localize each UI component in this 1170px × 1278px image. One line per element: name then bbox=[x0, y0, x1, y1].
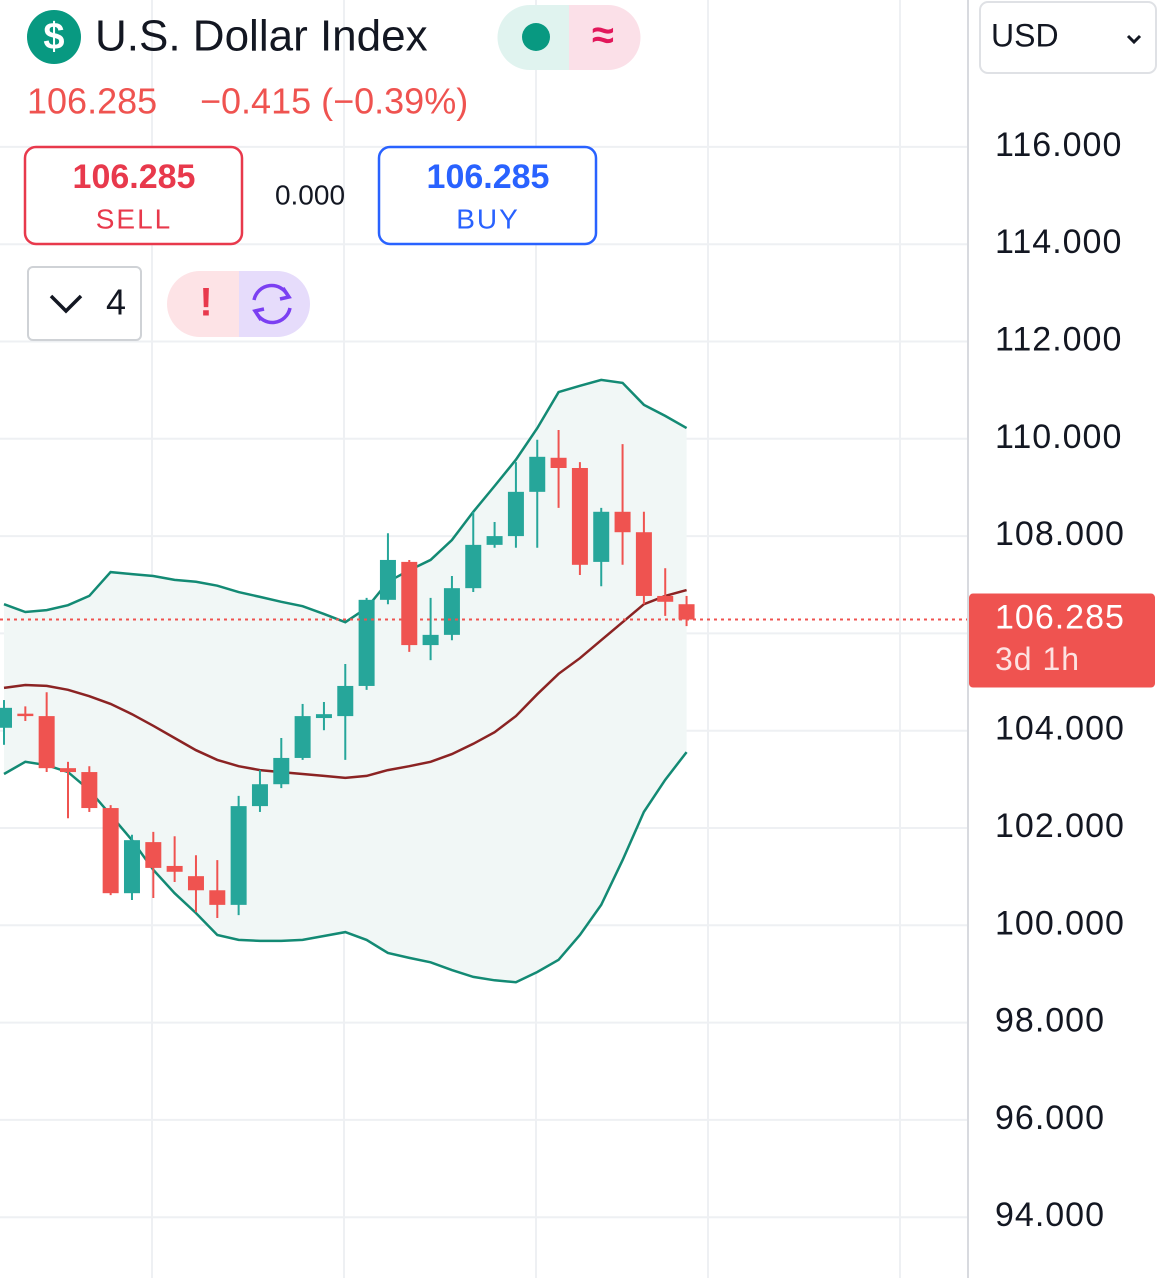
y-tick-label: 116.000 bbox=[995, 126, 1122, 164]
candle-body bbox=[230, 806, 247, 905]
candle-body bbox=[401, 561, 418, 646]
indicator-toggle[interactable]: ! bbox=[167, 271, 310, 337]
candle-body bbox=[273, 757, 290, 785]
candle-body bbox=[678, 604, 695, 620]
alert-symbol: ! bbox=[199, 281, 212, 325]
price-axis: 94.000 96.000 98.000 100.000 102.000 104.000 1… bbox=[969, 126, 1155, 1234]
candle-body bbox=[571, 468, 588, 565]
sell-price: 106.285 bbox=[73, 158, 196, 196]
currency-box[interactable] bbox=[979, 1, 1157, 74]
candle-body bbox=[486, 536, 503, 545]
y-tick-label: 102.000 bbox=[995, 807, 1125, 845]
candle-body bbox=[315, 714, 332, 719]
sync-button[interactable] bbox=[239, 271, 310, 337]
price: 106.285 bbox=[27, 81, 157, 122]
candle-body bbox=[38, 716, 55, 769]
candle-body bbox=[102, 808, 119, 894]
last-price-label: 106.285 bbox=[995, 599, 1125, 637]
plot bbox=[0, 378, 968, 984]
y-tick-label: 96.000 bbox=[995, 1099, 1105, 1137]
countdown: 3d 1h bbox=[995, 641, 1080, 677]
band-upper bbox=[3, 378, 688, 624]
last-price-tag bbox=[969, 593, 1155, 688]
y-tick-label: 114.000 bbox=[995, 223, 1122, 261]
sell-box[interactable] bbox=[23, 145, 244, 246]
candle-body bbox=[443, 588, 460, 635]
candle-body bbox=[187, 876, 204, 891]
currency: USD bbox=[991, 17, 1059, 53]
candle-body bbox=[550, 457, 567, 468]
status-toggle[interactable]: ≈ bbox=[497, 5, 641, 70]
candle-body bbox=[614, 511, 631, 533]
candle-body bbox=[145, 842, 162, 868]
y-tick-label: 112.000 bbox=[995, 320, 1122, 358]
candle-body bbox=[251, 784, 268, 807]
price-change: −0.415 (−0.39%) bbox=[200, 81, 468, 122]
candle-body bbox=[593, 511, 610, 562]
count-dropdown[interactable]: 4 bbox=[27, 266, 142, 341]
candle-body bbox=[529, 456, 546, 492]
alert-button[interactable] bbox=[167, 271, 239, 337]
y-tick-label: 98.000 bbox=[995, 1002, 1105, 1040]
buy-label: BUY bbox=[456, 203, 520, 234]
candle-body bbox=[657, 595, 674, 602]
y-tick-label: 104.000 bbox=[995, 710, 1125, 748]
y-tick-label: 94.000 bbox=[995, 1196, 1105, 1234]
candle-body bbox=[0, 707, 12, 728]
chevron bbox=[49, 294, 83, 314]
sell-label: SELL bbox=[96, 203, 173, 234]
chevron bbox=[1126, 34, 1142, 45]
candle-body bbox=[358, 599, 375, 686]
status-dot bbox=[522, 23, 550, 51]
candle-body bbox=[59, 768, 76, 773]
buy-button[interactable]: 106.285 BUY bbox=[377, 145, 598, 246]
candle-body bbox=[166, 865, 183, 872]
y-tick-label: 110.000 bbox=[995, 418, 1122, 456]
y-tick-label: 108.000 bbox=[995, 515, 1125, 553]
sync-arrows bbox=[252, 287, 292, 321]
candle-body bbox=[81, 772, 98, 809]
candle-body bbox=[379, 559, 396, 600]
logo-symbol: $ bbox=[43, 16, 64, 58]
y-tick-label: 100.000 bbox=[995, 904, 1125, 942]
buy-price: 106.285 bbox=[427, 158, 550, 196]
candle-body bbox=[635, 532, 652, 596]
logo bbox=[27, 10, 81, 64]
candle-body bbox=[465, 544, 482, 589]
candle-body bbox=[507, 491, 524, 537]
band-middle bbox=[3, 588, 687, 780]
dropdown-box[interactable] bbox=[27, 266, 142, 341]
title: U.S. Dollar Index bbox=[95, 12, 428, 61]
buy-box[interactable] bbox=[377, 145, 598, 246]
sell-button[interactable]: 106.285 SELL bbox=[23, 145, 244, 246]
candle-body bbox=[123, 840, 140, 894]
candle-body bbox=[209, 890, 226, 905]
toggle-right[interactable] bbox=[569, 5, 641, 70]
candle-body bbox=[422, 634, 439, 646]
currency-select[interactable]: USD bbox=[979, 1, 1157, 74]
toggle-symbol: ≈ bbox=[592, 14, 614, 58]
spread: 0.000 bbox=[275, 179, 345, 210]
candle-body bbox=[337, 685, 354, 717]
candle-body bbox=[17, 713, 34, 717]
count: 4 bbox=[106, 282, 126, 323]
candle-body bbox=[294, 716, 311, 758]
